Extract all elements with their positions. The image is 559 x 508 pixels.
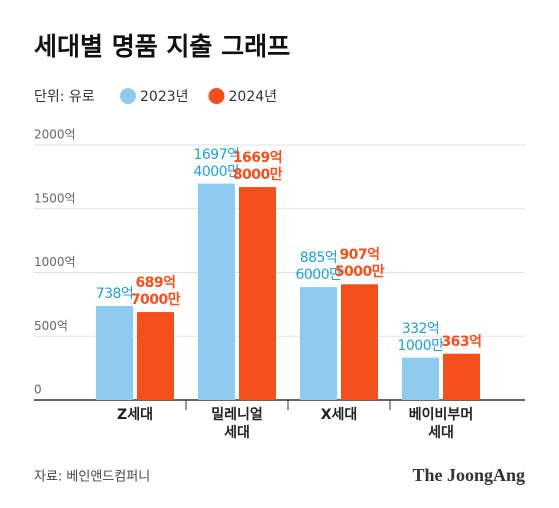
value-label: 1697억 4000만: [193, 146, 240, 180]
bar: [239, 187, 276, 400]
value-label: 907억 5000만: [334, 247, 385, 281]
bar: [341, 284, 378, 400]
x-tick-label: 밀레니얼 세대: [211, 407, 263, 441]
x-tick-label: Z세대: [117, 407, 153, 423]
x-tick-label: 베이비부머 세대: [408, 407, 474, 441]
brand: The JoongAng: [412, 465, 525, 485]
y-tick-label: 500억: [34, 319, 68, 333]
bar: [443, 353, 480, 400]
y-tick-label: 2000억: [34, 128, 76, 142]
value-label: 885억 6000만: [295, 250, 342, 284]
bar: [300, 287, 337, 400]
bar: [96, 305, 133, 400]
y-tick-label: 0: [34, 383, 42, 397]
unit-label: 단위: 유로: [34, 89, 95, 105]
legend-swatch: [120, 88, 136, 104]
y-tick-label: 1500억: [34, 191, 76, 205]
legend-label: 2023년: [140, 89, 189, 105]
value-label: 363억: [441, 333, 482, 350]
bar: [402, 357, 439, 400]
value-label: 738억: [95, 285, 134, 302]
legend-swatch: [208, 88, 225, 104]
x-tick-label: X세대: [320, 407, 358, 423]
value-label: 1669억 8000만: [232, 150, 283, 184]
value-label: 332억 1000만: [397, 320, 444, 354]
source: 자료: 베인앤드컴퍼니: [34, 470, 150, 485]
chart-title: 세대별 명품 지출 그래프: [34, 32, 290, 61]
y-tick-label: 1000억: [34, 255, 76, 269]
value-label: 689억 7000만: [130, 275, 181, 309]
bar: [137, 312, 174, 400]
bar: [198, 183, 235, 400]
legend-label: 2024년: [229, 89, 278, 105]
